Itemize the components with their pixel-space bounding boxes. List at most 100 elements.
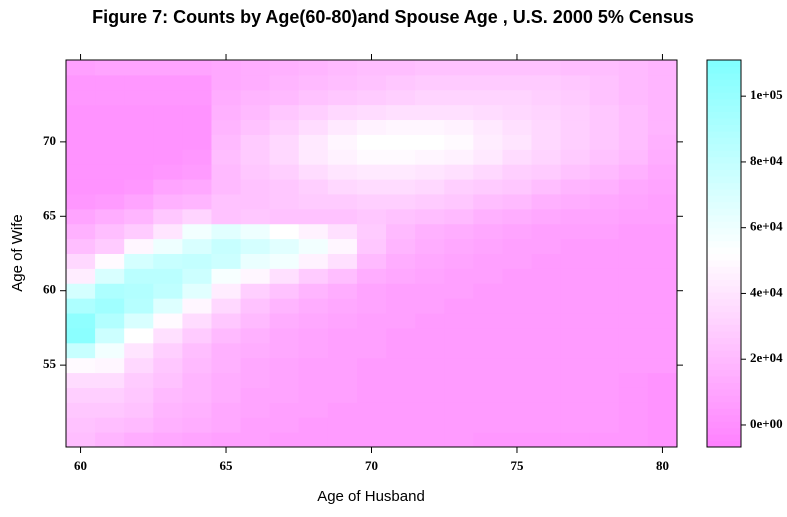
heat-cell bbox=[386, 432, 416, 448]
heat-cell bbox=[327, 193, 358, 210]
heat-cell bbox=[473, 164, 503, 180]
heat-cell bbox=[531, 372, 562, 388]
colorbar-band bbox=[707, 395, 741, 403]
heat-cell bbox=[153, 179, 183, 195]
heat-cell bbox=[589, 89, 620, 106]
heat-cell bbox=[444, 417, 474, 433]
heat-cell bbox=[269, 387, 300, 403]
heat-cell bbox=[211, 417, 242, 433]
heat-cell bbox=[182, 372, 212, 388]
heat-cell bbox=[182, 104, 212, 121]
heat-cell bbox=[240, 253, 271, 269]
heat-cell bbox=[415, 134, 445, 150]
heat-cell bbox=[560, 179, 591, 195]
heat-cell bbox=[240, 357, 271, 374]
heat-cell bbox=[531, 74, 562, 91]
heat-cell bbox=[124, 193, 154, 210]
heat-cell bbox=[153, 253, 183, 269]
heat-cell bbox=[589, 179, 620, 195]
heat-cell bbox=[618, 208, 649, 225]
heat-cell bbox=[269, 74, 300, 91]
colorbar-band bbox=[707, 240, 741, 248]
heat-cell bbox=[444, 149, 474, 165]
heat-cell bbox=[95, 149, 125, 165]
heat-cell bbox=[327, 60, 358, 76]
heat-cell bbox=[386, 342, 416, 359]
heat-cell bbox=[502, 402, 533, 418]
y-axis-label: Age of Wife bbox=[9, 214, 26, 292]
heat-cell bbox=[473, 402, 503, 418]
heat-cell bbox=[211, 104, 242, 121]
heat-cell bbox=[356, 208, 387, 225]
heat-cell bbox=[386, 208, 416, 225]
heat-cell bbox=[560, 387, 591, 403]
heat-cell bbox=[531, 223, 562, 240]
heat-cell bbox=[444, 357, 474, 374]
heat-cell bbox=[473, 342, 503, 359]
heat-cell bbox=[415, 372, 445, 388]
heat-cell bbox=[356, 357, 387, 374]
heat-cell bbox=[95, 119, 125, 135]
heat-cell bbox=[240, 342, 271, 359]
heat-cell bbox=[386, 238, 416, 254]
heat-cell bbox=[240, 298, 271, 314]
colorbar-band bbox=[707, 130, 741, 138]
colorbar-band bbox=[707, 337, 741, 345]
colorbar-band bbox=[707, 156, 741, 164]
heat-cell bbox=[66, 223, 96, 240]
heat-cell bbox=[211, 238, 242, 254]
heat-cell bbox=[589, 402, 620, 418]
heat-cell bbox=[502, 74, 533, 91]
heat-cell bbox=[502, 89, 533, 106]
heat-cell bbox=[95, 268, 125, 284]
colorbar-band bbox=[707, 266, 741, 274]
heat-cell bbox=[502, 149, 533, 165]
heat-cell bbox=[240, 164, 271, 180]
heat-cell bbox=[182, 313, 212, 329]
heat-cell bbox=[66, 104, 96, 121]
heat-cell bbox=[647, 104, 678, 121]
heat-cell bbox=[415, 253, 445, 269]
heat-cell bbox=[386, 417, 416, 433]
heat-cell bbox=[211, 402, 242, 418]
heat-cell bbox=[647, 193, 678, 210]
heat-cell bbox=[473, 179, 503, 195]
heat-cell bbox=[182, 60, 212, 76]
heat-cell bbox=[66, 208, 96, 225]
heat-cell bbox=[473, 60, 503, 76]
heat-cell bbox=[502, 119, 533, 135]
heat-cell bbox=[589, 119, 620, 135]
heat-cell bbox=[618, 193, 649, 210]
heat-cell bbox=[269, 327, 300, 344]
heat-cell bbox=[298, 164, 329, 180]
heat-cell bbox=[502, 253, 533, 269]
colorbar-frame bbox=[706, 59, 742, 448]
colorbar-band bbox=[707, 111, 741, 119]
heat-cell bbox=[618, 372, 649, 388]
heat-cell bbox=[240, 179, 271, 195]
heat-cell bbox=[560, 119, 591, 135]
heat-cell bbox=[647, 268, 678, 284]
heat-cell bbox=[618, 164, 649, 180]
heat-cell bbox=[182, 298, 212, 314]
heat-cell bbox=[356, 417, 387, 433]
heat-cell bbox=[356, 119, 387, 135]
colorbar-band bbox=[707, 182, 741, 190]
heat-cell bbox=[356, 179, 387, 195]
heat-cell bbox=[153, 283, 183, 299]
colorbar-band bbox=[707, 292, 741, 300]
heat-cell bbox=[124, 357, 154, 374]
heat-cell bbox=[356, 283, 387, 299]
colorbar-band bbox=[707, 311, 741, 319]
heat-cell bbox=[531, 298, 562, 314]
heat-cell bbox=[531, 342, 562, 359]
heat-cell bbox=[269, 357, 300, 374]
heat-cell bbox=[531, 104, 562, 121]
heat-cell bbox=[327, 342, 358, 359]
heat-cell bbox=[386, 298, 416, 314]
heat-cell bbox=[298, 179, 329, 195]
heat-cell bbox=[298, 119, 329, 135]
heat-cell bbox=[386, 387, 416, 403]
heat-cell bbox=[269, 268, 300, 284]
heat-cell bbox=[269, 134, 300, 150]
